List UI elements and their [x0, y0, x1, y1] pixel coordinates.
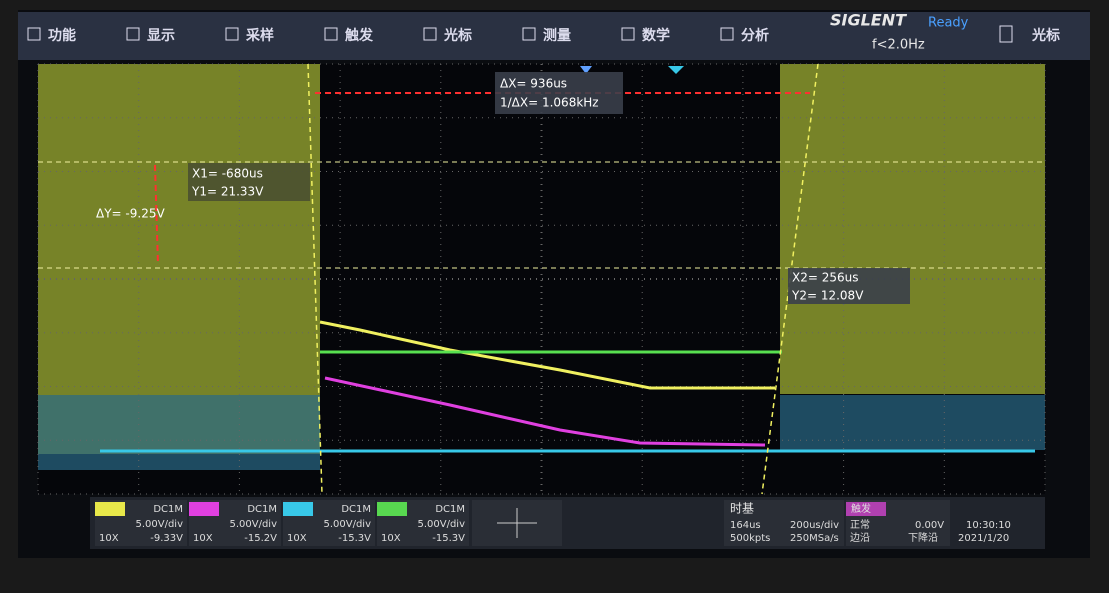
active-menu[interactable]: 光标	[1031, 27, 1060, 44]
menu-icon	[126, 27, 140, 41]
trigger-source	[846, 502, 886, 516]
coupling: DC1M	[435, 504, 465, 515]
x1: X1= -680us	[192, 167, 263, 181]
trigger-slope: 下降沿	[908, 531, 938, 544]
delta-y-arrow	[154, 164, 159, 266]
probe: 10X	[99, 533, 119, 544]
volt-scale: 5.00V/div	[323, 519, 371, 530]
menu-item[interactable]: 功能	[48, 27, 76, 44]
menu-icon	[423, 27, 437, 41]
volt-scale: 5.00V/div	[229, 519, 277, 530]
panel	[724, 500, 844, 546]
menu-icon	[720, 27, 734, 41]
menu: 功能 显示 采样 触发 光标 测量 数学 分析	[27, 27, 769, 44]
menu-item[interactable]: 采样	[245, 27, 274, 44]
x2: X2= 256us	[792, 271, 859, 285]
menu-icon	[324, 27, 338, 41]
offset: -15.3V	[432, 533, 465, 544]
trace-ch1	[319, 320, 775, 390]
volt-scale: 5.00V/div	[417, 519, 465, 530]
delay: 164us	[730, 520, 761, 531]
probe: 10X	[381, 533, 401, 544]
menu-item[interactable]: 数学	[642, 27, 670, 44]
delta-y: ΔY= -9.25V	[96, 207, 165, 221]
readout-box	[495, 72, 623, 114]
menu-item[interactable]: 光标	[443, 27, 472, 44]
points: 500kpts	[730, 533, 770, 544]
plot-area	[38, 64, 1045, 494]
menu-item[interactable]: 测量	[543, 27, 571, 44]
delay-marker	[668, 66, 684, 74]
menu-bar	[18, 12, 1090, 60]
trace-envelope	[780, 64, 1045, 394]
trigger-position-marker	[580, 66, 592, 74]
readout-box	[788, 268, 910, 304]
menu-item[interactable]: 分析	[741, 27, 769, 44]
menu-icon	[27, 27, 41, 41]
run-state: Ready	[928, 16, 969, 31]
probe: 10X	[193, 533, 213, 544]
trigger-level: 0.00V	[915, 520, 944, 531]
channel-tag	[377, 502, 407, 516]
menu-icon	[522, 27, 536, 41]
menu-item[interactable]: 触发	[344, 27, 374, 44]
trigger-panel: 触发 正常 0.00V 边沿 下降沿	[846, 500, 950, 546]
channel-tag	[95, 502, 125, 516]
coupling: DC1M	[153, 504, 183, 515]
cursor-readouts: ΔX= 936us 1/ΔX= 1.068kHz X1= -680us Y1= …	[96, 72, 910, 304]
channel-panels: DC1M 5.00V/div 10X -9.33V DC1M 5.00V/div 10X -1…	[95, 500, 469, 546]
coupling: DC1M	[341, 504, 371, 515]
trace-envelope	[38, 64, 320, 454]
trace-ch2	[324, 376, 766, 447]
volt-scale: 5.00V/div	[135, 519, 183, 530]
timebase-title: 时基	[730, 502, 754, 516]
channel-tag	[189, 502, 219, 516]
readout-box	[188, 163, 310, 201]
inverse-delta-x: 1/ΔX= 1.068kHz	[500, 96, 599, 110]
trace-envelope	[780, 395, 1045, 450]
offset: -9.33V	[150, 533, 183, 544]
offset: -15.3V	[338, 533, 371, 544]
time: 10:30:10	[966, 520, 1011, 531]
trigger-title: 触发	[851, 502, 871, 515]
traces	[100, 320, 1035, 453]
sample-rate: 250MSa/s	[790, 533, 839, 544]
y1: Y1= 21.33V	[191, 185, 264, 199]
menu-icon	[621, 27, 635, 41]
trigger-mode: 正常	[850, 518, 870, 531]
date: 2021/1/20	[958, 533, 1009, 544]
offset: -15.2V	[244, 533, 277, 544]
menu-icon	[999, 25, 1013, 43]
time-scale: 200us/div	[790, 520, 839, 531]
probe: 10X	[287, 533, 307, 544]
trigger-frequency: f<2.0Hz	[872, 38, 925, 53]
coupling: DC1M	[247, 504, 277, 515]
y2: Y2= 12.08V	[791, 289, 864, 303]
timebase-panel: 时基 164us 200us/div 500kpts 250MSa/s	[724, 500, 844, 546]
channel-tag	[283, 502, 313, 516]
brand: SIGLENT	[830, 11, 907, 30]
trigger-type: 边沿	[850, 532, 870, 544]
trace-envelope	[38, 395, 320, 470]
menu-icon	[225, 27, 239, 41]
menu-item[interactable]: 显示	[147, 28, 175, 44]
delta-x: ΔX= 936us	[500, 77, 567, 91]
